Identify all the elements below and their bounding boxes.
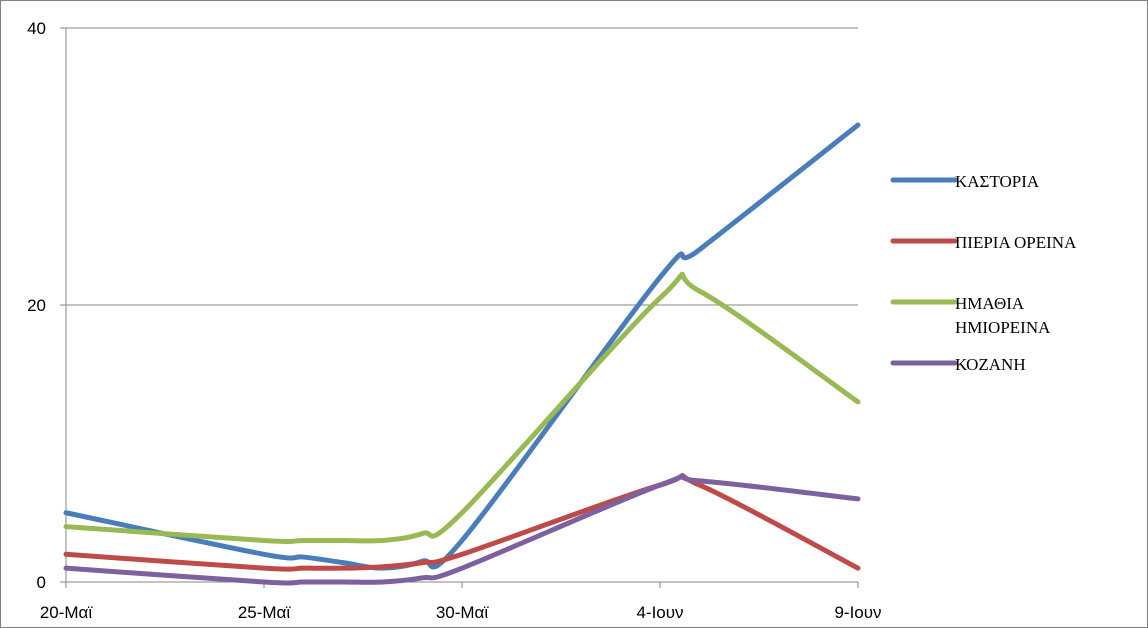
series-line-3 [63, 271, 861, 544]
series-line-4 [63, 474, 861, 586]
legend-label-2: ΠΙΕΡΙΑ ΟΡΕΙΝΑ [955, 233, 1077, 252]
x-tick-label-2: 30-Μαϊ [436, 603, 490, 622]
series-line-2 [63, 473, 861, 572]
legend-label-3: ΗΜΑΘΙΑ ΗΜΙΟΡΕΙΝΑ [955, 294, 1051, 337]
x-tick-label-0: 20-Μαϊ [40, 603, 94, 622]
y-tick-label-0: 0 [37, 573, 46, 592]
x-tick-label-1: 25-Μαϊ [238, 603, 292, 622]
y-tick-label-20: 20 [27, 296, 46, 315]
legend-label-1: ΚΑΣΤΟΡΙΑ [955, 172, 1040, 191]
x-tick-label-4: 9-Ιουν [834, 603, 881, 622]
y-tick-label-40: 40 [27, 19, 46, 38]
x-tick-label-3: 4-Ιουν [636, 603, 683, 622]
legend-label-4: ΚΟΖΑΝΗ [955, 355, 1026, 374]
